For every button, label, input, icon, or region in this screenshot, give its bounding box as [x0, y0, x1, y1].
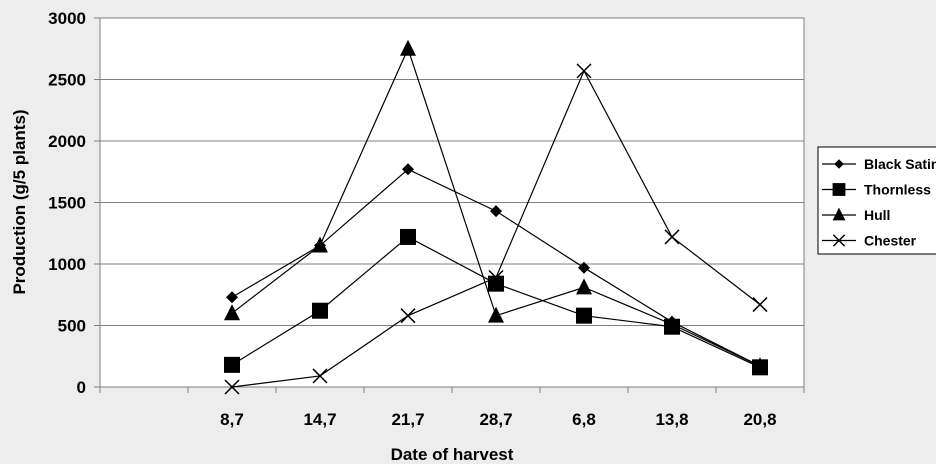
x-tick-label: 13,8 [655, 410, 688, 429]
data-point [488, 306, 504, 323]
x-tick-label: 8,7 [220, 410, 244, 429]
series [224, 39, 768, 374]
data-point [224, 304, 240, 321]
y-tick-labels: 0 500 1000 1500 2000 2500 3000 [48, 9, 86, 397]
data-point [400, 39, 416, 56]
data-point [312, 368, 328, 384]
legend-label: Chester [864, 233, 917, 249]
x-tick-labels: 8,7 14,7 21,7 28,7 6,8 13,8 20,8 [220, 410, 776, 429]
legend-label: Black Satin [864, 156, 936, 172]
legend-entry: Black Satin [822, 156, 936, 172]
gridlines [94, 17, 804, 388]
data-point [576, 307, 592, 324]
data-point [312, 236, 328, 253]
data-point [752, 357, 768, 374]
data-point [400, 308, 416, 324]
data-point [664, 229, 680, 245]
y-tick-label: 500 [58, 317, 86, 336]
data-point [832, 207, 846, 221]
y-tick-label: 1500 [48, 194, 86, 213]
x-tick-label: 20,8 [743, 410, 776, 429]
data-point [224, 379, 240, 395]
x-marker-stroke [576, 63, 592, 79]
x-marker-stroke [664, 229, 680, 245]
data-point [832, 234, 846, 247]
data-point [578, 261, 590, 274]
data-point [312, 302, 328, 319]
y-tick-label: 1000 [48, 255, 86, 274]
legend-entry: Hull [822, 207, 890, 223]
data-point [400, 228, 416, 245]
y-tick-label: 2000 [48, 132, 86, 151]
x-tick-label: 21,7 [391, 410, 424, 429]
data-point [664, 315, 680, 332]
y-axis-title: Production (g/5 plants) [10, 109, 29, 294]
x-marker-stroke [488, 269, 504, 286]
data-point [226, 291, 238, 304]
y-tick-label: 3000 [48, 9, 86, 28]
data-point [834, 159, 844, 169]
series [224, 63, 768, 395]
series-layer [224, 39, 768, 395]
legend-label: Hull [864, 207, 890, 223]
legend-label: Thornless [864, 182, 931, 198]
x-marker-stroke [400, 308, 416, 324]
data-point [576, 63, 592, 79]
legend-entry: Thornless [822, 182, 931, 198]
legend-entry: Chester [822, 233, 917, 249]
data-point [576, 278, 592, 295]
y-tick-label: 2500 [48, 71, 86, 90]
x-tick-label: 28,7 [479, 410, 512, 429]
data-point [832, 183, 846, 196]
x-tick-label: 6,8 [572, 410, 596, 429]
y-tick-label: 0 [77, 378, 86, 397]
x-marker-stroke [224, 379, 240, 395]
x-marker-stroke [832, 234, 846, 247]
data-point [402, 163, 414, 176]
x-axis-title: Date of harvest [391, 445, 514, 464]
legend: Black Satin Thornless Hull Chester [817, 146, 936, 255]
data-point [490, 205, 502, 218]
x-marker-stroke [312, 368, 328, 384]
data-point [488, 269, 504, 286]
x-tick-marks [99, 387, 805, 393]
x-marker-stroke [752, 297, 768, 313]
x-tick-label: 14,7 [303, 410, 336, 429]
data-point [224, 356, 240, 373]
data-point [752, 297, 768, 313]
